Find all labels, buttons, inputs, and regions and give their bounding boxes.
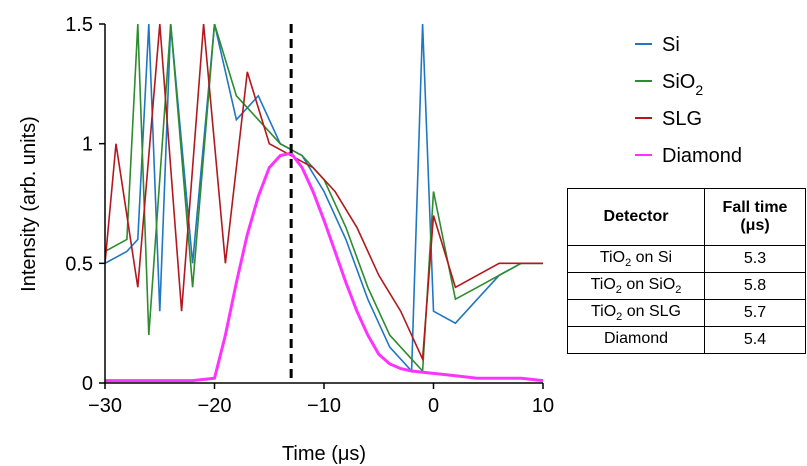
- row-fall-time: 5.3: [704, 245, 806, 273]
- header-detector: Detector: [567, 188, 705, 246]
- tick-labels: −30 −20 −10 0 10 0 0.5 1 1.5: [65, 14, 554, 417]
- series-line-slg: [105, 24, 543, 363]
- x-tick-label: −20: [198, 395, 232, 417]
- series-line-sio: [105, 24, 543, 373]
- row-detector: Diamond: [567, 326, 705, 354]
- header-fall-time-unit: (μs): [740, 217, 770, 234]
- header-fall-time-label: Fall time: [722, 199, 788, 216]
- table-row: TiO2 on SiO2 5.8: [567, 272, 806, 300]
- table-row: Diamond 5.4: [567, 326, 806, 354]
- series-lines: [105, 24, 543, 383]
- y-tick-label: 0: [82, 373, 93, 395]
- table-row: TiO2 on Si 5.3: [567, 245, 806, 273]
- series-line-si: [105, 24, 543, 373]
- row-fall-time: 5.8: [704, 272, 806, 300]
- x-tick-label: 10: [532, 395, 554, 417]
- legend: Si SiO2 SLG Diamond: [635, 34, 742, 167]
- x-tick-label: −30: [88, 395, 122, 417]
- row-detector: TiO2 on SLG: [567, 299, 705, 327]
- series-line-diamond: [105, 151, 543, 383]
- table-row: TiO2 on SLG 5.7: [567, 299, 806, 327]
- x-axis-label: Time (μs): [282, 443, 366, 465]
- legend-entry-slg: SLG: [662, 108, 702, 130]
- y-tick-label: 1.5: [65, 14, 93, 36]
- legend-entry-diamond: Diamond: [662, 145, 742, 167]
- table-header-row: Detector Fall time (μs): [567, 188, 806, 246]
- row-detector: TiO2 on Si: [567, 245, 705, 273]
- legend-entry-si: Si: [662, 34, 680, 56]
- y-tick-label: 1: [82, 134, 93, 156]
- x-tick-label: 0: [428, 395, 439, 417]
- axes: [104, 24, 543, 384]
- y-tick-label: 0.5: [65, 253, 93, 275]
- fall-time-table: Detector Fall time (μs) TiO2 on Si 5.3 T…: [567, 188, 806, 354]
- row-fall-time: 5.7: [704, 299, 806, 327]
- legend-entry-sio: SiO2: [662, 71, 703, 98]
- row-detector: TiO2 on SiO2: [567, 272, 705, 300]
- row-fall-time: 5.4: [704, 326, 806, 354]
- y-axis-label: Intensity (arb. units): [18, 116, 40, 292]
- header-fall-time: Fall time (μs): [704, 188, 806, 246]
- intensity-chart: −30 −20 −10 0 10 0 0.5 1 1.5 Time (μs) Intensity…: [18, 14, 554, 465]
- x-tick-label: −10: [307, 395, 341, 417]
